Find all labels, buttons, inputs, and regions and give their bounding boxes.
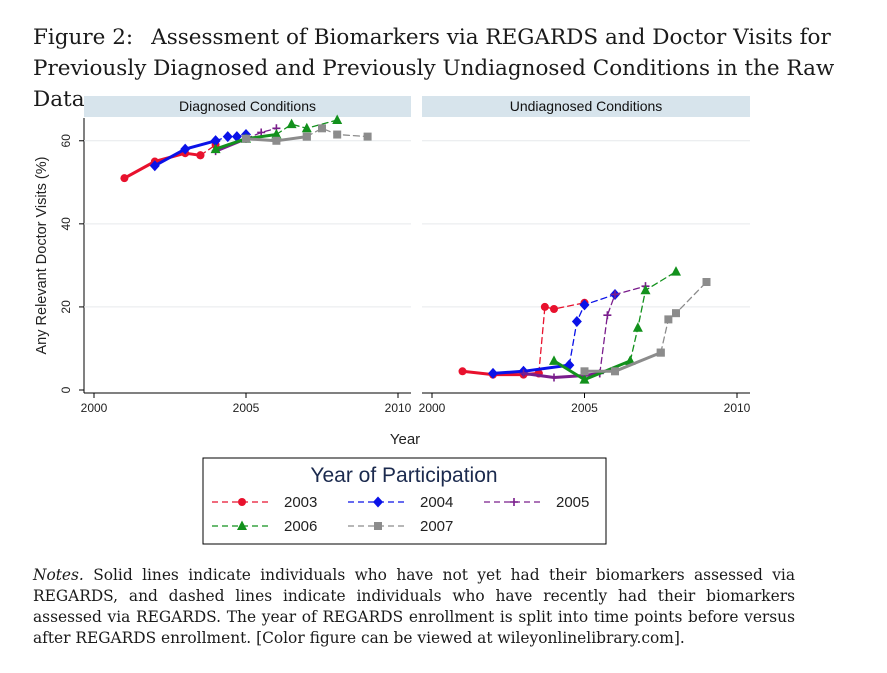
point-2007 xyxy=(611,367,619,376)
point-2007 xyxy=(702,278,711,286)
point-2006 xyxy=(301,122,312,133)
panel-header-2 xyxy=(422,96,750,117)
panel-title: Undiagnosed Conditions xyxy=(510,98,663,114)
legend-marker-2004 xyxy=(373,496,383,508)
point-2003 xyxy=(196,151,205,160)
point-2004 xyxy=(579,299,590,311)
point-2003 xyxy=(550,305,558,313)
point-2007 xyxy=(242,134,250,143)
point-2003 xyxy=(120,174,129,183)
point-2004 xyxy=(571,315,582,327)
point-2006 xyxy=(210,143,221,154)
x-tick-label: 2000 xyxy=(81,401,108,415)
point-2006 xyxy=(332,114,343,124)
series-2006-dashed-line xyxy=(275,119,338,136)
point-2007 xyxy=(272,136,281,145)
notes-lead: Notes. xyxy=(33,566,84,584)
x-tick-label: 2005 xyxy=(233,401,260,415)
y-tick-label: 0 xyxy=(59,386,73,393)
point-2007 xyxy=(656,348,665,357)
y-axis-label: Any Relevant Doctor Visits (%) xyxy=(34,157,50,355)
series-2005-solid-line xyxy=(522,371,602,379)
panel-header-1 xyxy=(84,96,411,117)
x-tick-label: 2010 xyxy=(385,401,412,415)
point-2005 xyxy=(550,373,558,382)
series-2006-dashed-line xyxy=(629,270,677,362)
legend-label-2004: 2004 xyxy=(420,494,453,511)
legend-title: Year of Participation xyxy=(310,464,497,487)
series-2003-solid-line xyxy=(122,151,202,180)
legend-marker-2006 xyxy=(237,520,247,530)
series-2004-dashed-line xyxy=(568,293,616,366)
legend-marker-2005 xyxy=(510,498,518,506)
biomarker-chart: 0 20 40 60 Any Relevant Doctor Visits (%) Dia… xyxy=(34,96,751,545)
legend-label-2007: 2007 xyxy=(420,518,453,535)
point-2006 xyxy=(671,266,681,276)
legend-marker-2003 xyxy=(238,498,246,506)
series-2007-solid-line xyxy=(583,351,663,373)
point-2004 xyxy=(149,160,160,172)
point-2004 xyxy=(210,135,221,147)
point-2007 xyxy=(580,367,589,376)
point-2007 xyxy=(363,132,372,141)
series-2005-dashed-line xyxy=(599,285,647,375)
series-2003-dashed-line xyxy=(538,302,586,375)
notes-text: Solid lines indicate individuals who hav… xyxy=(33,566,795,647)
point-2003 xyxy=(540,302,549,311)
x-tick-label: 2000 xyxy=(419,401,446,415)
point-2006 xyxy=(286,118,297,129)
point-2007 xyxy=(672,309,680,318)
point-2004 xyxy=(488,367,498,379)
point-2007 xyxy=(664,315,673,324)
point-2006 xyxy=(632,322,643,332)
panel-title: Diagnosed Conditions xyxy=(179,98,316,114)
point-2005 xyxy=(611,290,619,299)
x-axis-label: Year xyxy=(390,431,420,448)
series-2004-solid-line xyxy=(491,363,571,375)
point-2006 xyxy=(579,374,590,384)
point-2005 xyxy=(519,369,528,378)
figure-title-text: Assessment of Biomarkers via REGARDS and… xyxy=(33,25,835,112)
series-2004-dashed-line xyxy=(214,133,247,142)
figure-title: Figure 2: Assessment of Biomarkers via RE… xyxy=(33,22,863,115)
legend-marker-2007 xyxy=(374,522,382,530)
point-2004 xyxy=(180,143,191,155)
point-2006 xyxy=(640,284,651,295)
y-tick-label: 60 xyxy=(59,134,73,148)
figure-notes: Notes. Solid lines indicate individuals … xyxy=(33,565,795,649)
series-2007-dashed-line xyxy=(660,281,708,354)
point-2006 xyxy=(549,355,559,365)
y-tick-label: 40 xyxy=(59,217,73,231)
legend-label-2006: 2006 xyxy=(284,518,317,535)
legend-label-2003: 2003 xyxy=(284,494,317,511)
x-tick-label: 2005 xyxy=(571,401,598,415)
point-2004 xyxy=(231,131,242,143)
point-2004 xyxy=(222,131,233,143)
point-2006 xyxy=(271,129,282,139)
point-2007 xyxy=(318,124,326,133)
point-2007 xyxy=(302,132,311,141)
legend-label-2005: 2005 xyxy=(556,494,589,511)
x-tick-label: 2010 xyxy=(724,401,751,415)
series-2007-dashed-line xyxy=(306,127,369,138)
point-2007 xyxy=(333,130,342,139)
point-2003 xyxy=(458,367,467,376)
figure-label: Figure 2: xyxy=(33,25,134,50)
y-tick-label: 20 xyxy=(59,300,73,314)
point-2005 xyxy=(603,311,612,320)
legend-box xyxy=(202,457,607,545)
